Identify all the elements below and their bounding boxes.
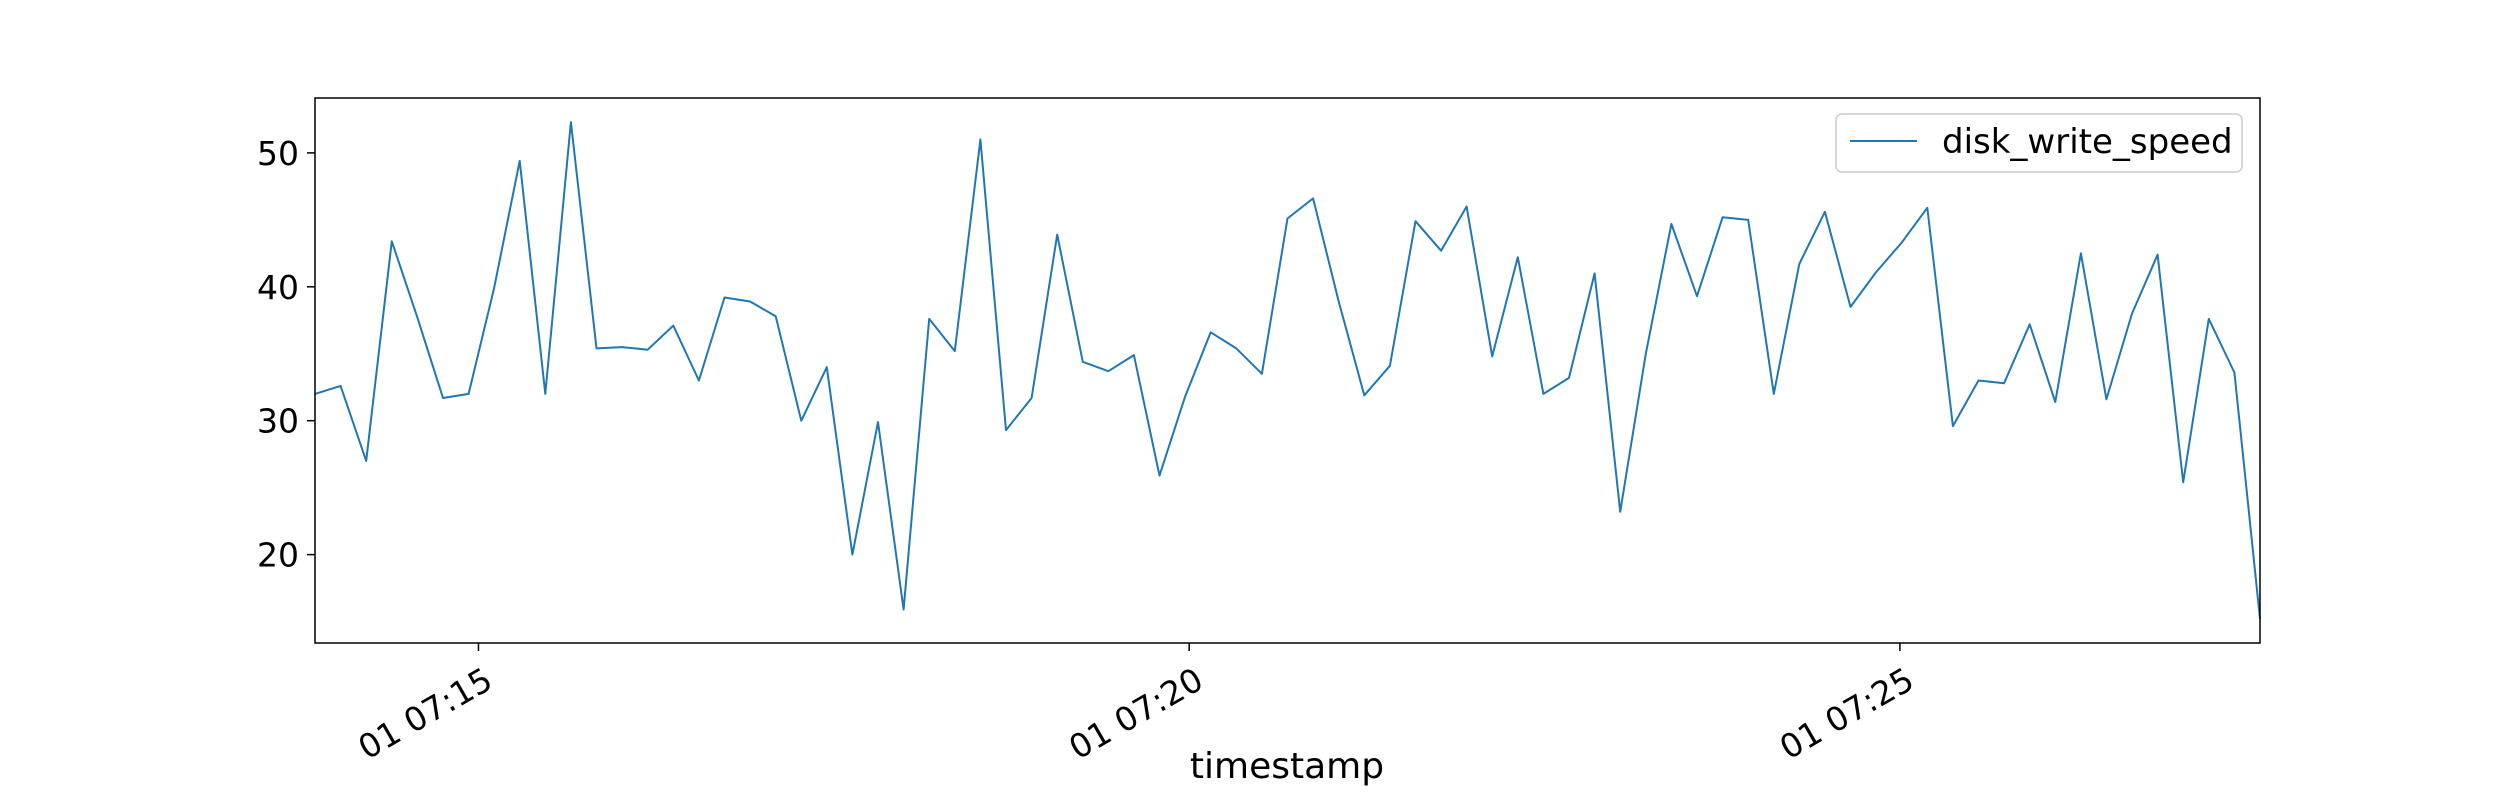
plot-area: [315, 98, 2260, 643]
plot-frame: [314, 97, 2261, 644]
y-tick-label: 50: [257, 134, 299, 173]
y-tick-label: 40: [257, 268, 299, 307]
legend-box: [1835, 113, 2243, 173]
y-tick-label: 30: [257, 402, 299, 441]
legend: disk_write_speed: [1835, 113, 2243, 173]
y-tick-label: 20: [257, 536, 299, 575]
series-layer: [314, 121, 2261, 620]
series-line-disk-write-speed: [314, 121, 2261, 620]
legend-label: disk_write_speed: [1942, 122, 2233, 162]
x-axis-label: timestamp: [1190, 746, 1384, 787]
y-axis: 20 30 40 50: [257, 134, 315, 575]
